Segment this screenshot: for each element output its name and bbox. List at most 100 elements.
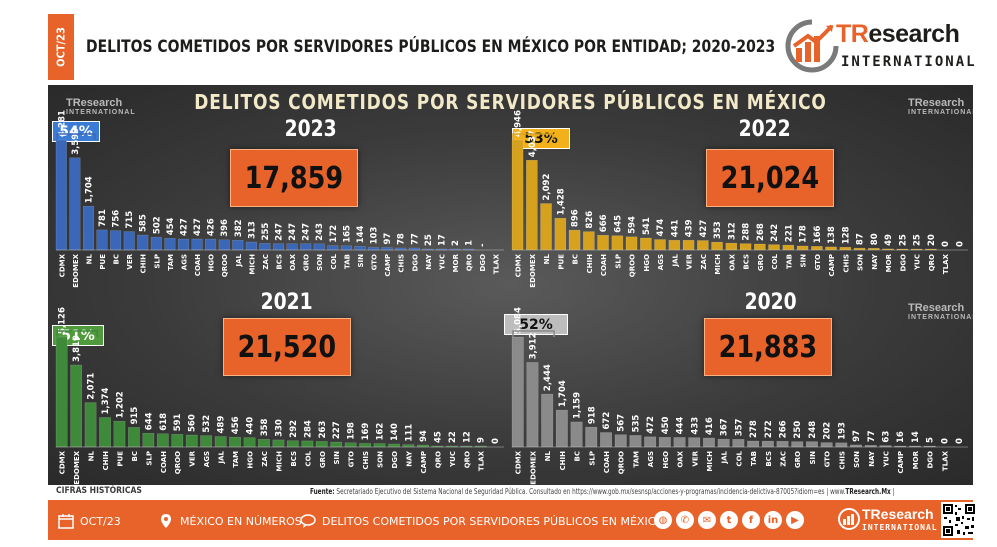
bar-value-label: 594 <box>628 216 638 234</box>
bar <box>668 239 681 251</box>
category-label: CHIS <box>398 254 406 273</box>
bar-value-label: 25 <box>913 234 923 246</box>
bar <box>526 362 539 448</box>
category-label: TAM <box>232 451 240 468</box>
bar-value-label: 454 <box>166 217 176 235</box>
category-label: VER <box>126 253 134 269</box>
bar <box>315 441 328 448</box>
bar <box>811 246 823 251</box>
bar-value-label: 3,590 <box>71 128 81 155</box>
bar <box>768 244 780 251</box>
bar <box>164 238 176 251</box>
bar <box>640 237 652 251</box>
category-label: GTO <box>371 254 379 270</box>
bar <box>796 245 809 251</box>
whatsapp-icon[interactable]: ✆ <box>676 511 694 529</box>
bar-value-label: 248 <box>808 421 818 439</box>
bar-value-label: 672 <box>602 412 612 430</box>
twitter-icon[interactable]: t <box>720 511 738 529</box>
bar-value-label: 221 <box>784 224 794 242</box>
category-label: GTO <box>348 451 356 467</box>
bar-value-label: 645 <box>613 215 623 233</box>
bar-value-label: 0 <box>955 438 965 444</box>
bar-charts: 4,281CDMX3,590EDOMEX1,704NL781PUE756BC71… <box>55 110 968 485</box>
category-label: AGS <box>181 254 189 270</box>
qr-code[interactable] <box>941 502 977 538</box>
category-label: YUC <box>883 451 891 468</box>
bar-value-label: 172 <box>329 225 339 243</box>
bar <box>327 245 339 251</box>
bar <box>142 432 155 448</box>
bar <box>568 229 581 251</box>
bar-value-label: 227 <box>332 421 342 439</box>
bar <box>150 236 162 251</box>
category-label: TLAX <box>941 450 949 471</box>
category-label: MOR <box>452 253 460 272</box>
chart-2022: 4,946 CDMX 4,037 EDOMEX 2,092 NL 1,428 PUE 896 BC… <box>511 110 968 288</box>
bar <box>191 238 203 251</box>
bar-value-label: 440 <box>246 417 256 435</box>
bar-value-label: 77 <box>410 233 420 245</box>
category-label: TAB <box>343 254 351 269</box>
facebook-icon[interactable]: f <box>742 511 760 529</box>
category-label: TLAX <box>493 253 501 274</box>
category-label: BCS <box>276 254 284 270</box>
linkedin-icon[interactable]: in <box>764 511 782 529</box>
category-label: OAX <box>289 253 297 270</box>
bar-value-label: 439 <box>685 219 695 237</box>
bar-value-label: 80 <box>870 233 880 245</box>
bar-value-label: 4,281 <box>57 110 67 137</box>
bar-value-label: 165 <box>342 225 352 243</box>
bar <box>725 242 738 251</box>
bar <box>99 417 111 448</box>
bar-value-label: 0 <box>941 241 951 247</box>
bar <box>554 217 567 251</box>
bar-value-label: 14 <box>911 431 921 443</box>
category-label: SLP <box>614 254 622 269</box>
globe-icon[interactable]: ◍ <box>654 511 672 529</box>
category-label: TLAX <box>478 450 486 471</box>
bar-value-label: 896 <box>571 209 581 227</box>
mail-icon[interactable]: ✉ <box>698 511 716 529</box>
bar <box>69 157 81 251</box>
category-label: COAH <box>194 254 202 276</box>
bar-value-label: 166 <box>813 225 823 243</box>
bar <box>805 441 818 448</box>
category-label: DGO <box>899 254 907 272</box>
category-label: SIN <box>800 254 808 268</box>
bar-value-label: 427 <box>193 218 203 236</box>
bar-value-label: 4,946 <box>514 110 524 137</box>
bar-value-label: 915 <box>130 407 140 425</box>
category-label: TAB <box>785 254 793 269</box>
site-link[interactable]: TResearch.Mx <box>845 487 891 496</box>
bar-value-label: 25 <box>898 234 908 246</box>
bar-value-label: 450 <box>661 416 671 434</box>
bar <box>732 439 745 448</box>
category-label: GRO <box>794 451 802 468</box>
bar-value-label: 263 <box>318 421 328 439</box>
bar <box>388 443 400 448</box>
bar-value-label: 1,428 <box>556 188 566 215</box>
category-label: GTO <box>824 451 832 467</box>
bar-value-label: 472 <box>646 416 656 434</box>
tresearch-logo[interactable]: TResearch INTERNATIONAL <box>784 18 975 78</box>
bar <box>82 205 95 251</box>
bar <box>526 159 538 251</box>
category-label: MICH <box>275 451 283 472</box>
category-label: AGS <box>203 451 211 467</box>
bottom-topic-label: DELITOS COMETIDOS POR SERVIDORES PÚBLICO… <box>322 514 665 528</box>
category-label: EDOMEX <box>72 253 80 287</box>
category-label: EDOMEX <box>529 253 537 287</box>
category-label: AGS <box>647 451 655 467</box>
category-label: QRO <box>434 451 442 468</box>
bar-value-label: 1,202 <box>115 391 125 418</box>
bar-value-label: 178 <box>799 225 809 243</box>
bar-value-label: 87 <box>856 233 866 245</box>
bar-value-label: 567 <box>617 414 627 432</box>
youtube-icon[interactable]: ▶ <box>786 511 804 529</box>
category-label: GRO <box>303 254 311 271</box>
bar-value-label: 169 <box>361 423 371 441</box>
bottom-logo[interactable]: TResearch INTERNATIONAL <box>838 504 938 536</box>
category-label: OAX <box>677 450 685 467</box>
category-label: MOR <box>912 450 920 469</box>
